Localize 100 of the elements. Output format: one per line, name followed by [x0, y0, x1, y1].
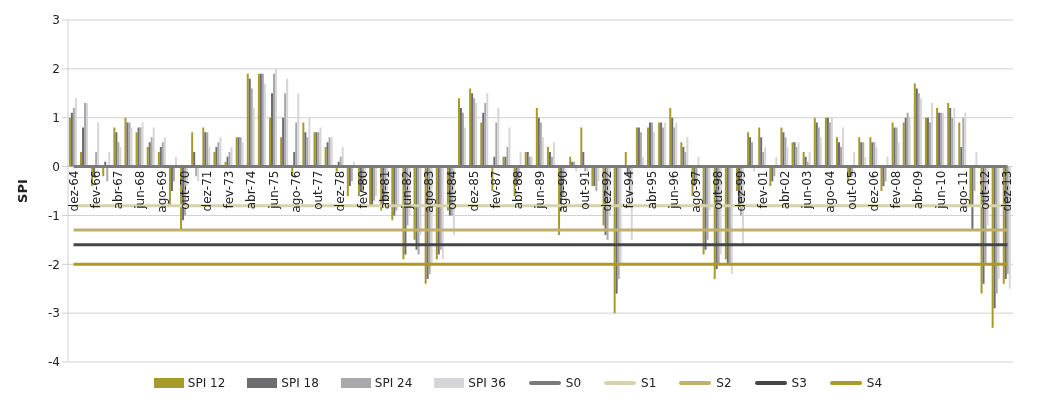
bar [769, 166, 772, 187]
bar [962, 117, 965, 167]
bar [662, 127, 665, 167]
x-tick-label: abr-02 [778, 170, 793, 210]
bar [891, 122, 894, 167]
bar [815, 122, 818, 167]
legend-label: SPI 24 [374, 376, 413, 390]
bar [784, 137, 787, 167]
bar [215, 147, 218, 167]
bar [671, 117, 674, 167]
y-tick-label: -2 [48, 257, 60, 272]
x-tick-label: jun-68 [133, 170, 148, 210]
bar [904, 117, 907, 167]
x-tick-label: fev-94 [622, 170, 637, 209]
bar [675, 122, 678, 167]
bar [897, 142, 900, 167]
bar [395, 166, 398, 211]
bar [248, 78, 251, 167]
x-tick-label: fev-73 [222, 170, 237, 209]
bar [246, 73, 249, 167]
bar [348, 166, 351, 187]
bar [135, 132, 138, 167]
bar [159, 147, 162, 167]
bar [828, 122, 831, 167]
x-tick-label: out-12 [978, 170, 993, 210]
x-tick-label: jun-10 [933, 170, 948, 210]
bar [817, 127, 820, 167]
x-tick-label: ago-90 [555, 170, 570, 213]
x-tick-label: fev-08 [889, 170, 904, 209]
bar [350, 166, 353, 182]
x-tick-label: out-91 [577, 170, 592, 210]
x-tick-label: out-05 [844, 170, 859, 210]
bar [673, 127, 676, 167]
y-tick-label: 1 [52, 110, 60, 125]
bar [284, 93, 287, 167]
x-tick-label: out-70 [177, 170, 192, 210]
y-tick-label: 3 [52, 13, 60, 28]
bar [462, 112, 465, 167]
legend-label: SPI 18 [281, 376, 319, 390]
bar [951, 117, 954, 167]
bar [271, 93, 274, 167]
bar [840, 147, 843, 167]
y-tick-label: -3 [48, 306, 60, 321]
bar [615, 166, 618, 294]
bar [906, 112, 909, 167]
y-tick-label: 0 [52, 159, 60, 174]
bar [373, 166, 376, 201]
x-tick-label: abr-09 [911, 170, 926, 210]
bar [484, 103, 487, 167]
bar [913, 83, 916, 167]
x-tick-label: jun-96 [666, 170, 681, 210]
bar [150, 137, 153, 167]
bar [106, 166, 109, 182]
bar [208, 147, 211, 167]
x-tick-label: dez-85 [466, 170, 481, 212]
bar [552, 142, 555, 167]
bar [241, 142, 244, 167]
y-tick-label: -1 [48, 208, 60, 223]
bar [319, 127, 322, 167]
bar [68, 117, 71, 167]
y-tick-label: 2 [52, 62, 60, 77]
legend-label: SPI 36 [468, 376, 506, 390]
bar [460, 107, 463, 167]
x-tick-label: abr-81 [377, 170, 392, 210]
bar [682, 147, 685, 167]
x-tick-label: abr-88 [511, 170, 526, 210]
bar [82, 127, 85, 167]
x-tick-label: dez-06 [867, 170, 882, 212]
x-tick-label: jun-03 [800, 170, 815, 210]
bar [172, 166, 175, 182]
bar [882, 166, 885, 187]
y-axis-title: SPI [14, 179, 30, 203]
bar [273, 73, 276, 167]
bar [480, 122, 483, 167]
bar [838, 142, 841, 167]
bar [819, 137, 822, 167]
bar [146, 147, 149, 167]
x-tick-label: dez-99 [733, 170, 748, 212]
bar [653, 132, 656, 167]
bar [168, 166, 171, 206]
bar [902, 122, 905, 167]
bar [880, 166, 883, 191]
bar [749, 137, 752, 167]
bar [858, 137, 861, 167]
bar [680, 142, 683, 167]
legend-label: S0 [565, 376, 582, 390]
bar [97, 122, 100, 167]
bar [282, 117, 285, 167]
x-tick-label: out-77 [311, 170, 326, 210]
x-tick-label: out-84 [444, 170, 459, 210]
bar [669, 107, 672, 167]
bar [647, 127, 650, 167]
bar [546, 147, 549, 167]
bar [795, 147, 798, 167]
x-tick-label: jun-82 [400, 170, 415, 210]
bar [197, 166, 200, 182]
bar [471, 93, 474, 167]
bar [760, 137, 763, 167]
bar [993, 166, 996, 309]
bar [915, 88, 918, 167]
